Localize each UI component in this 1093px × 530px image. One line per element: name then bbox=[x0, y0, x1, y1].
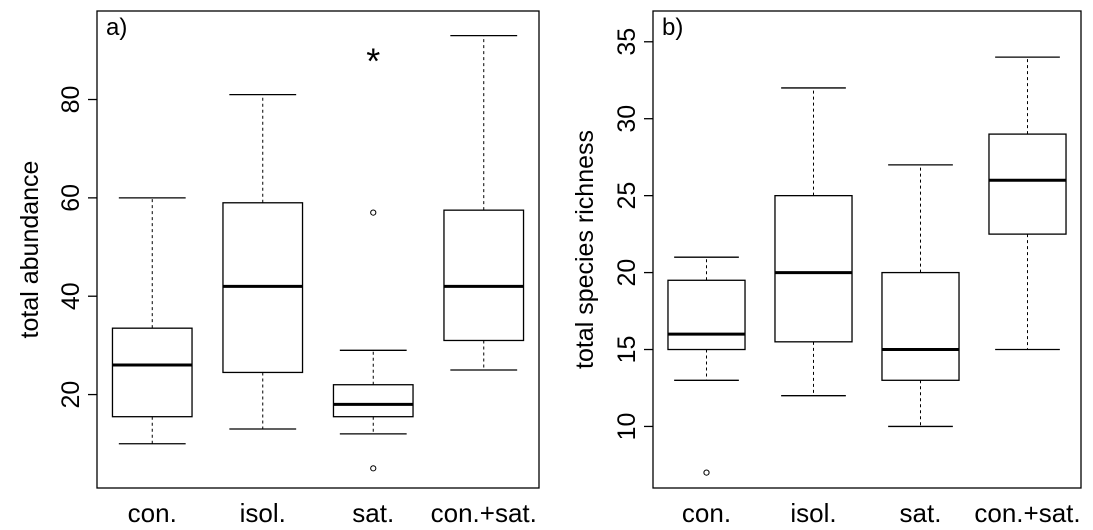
panel-b: 10 15 20 25 30 35 total species richness b) con.… bbox=[571, 10, 1082, 528]
iqr-box bbox=[774, 194, 853, 343]
plot-frame bbox=[652, 10, 1082, 489]
y-tick-label: 10 bbox=[613, 413, 641, 441]
box-2 bbox=[774, 87, 853, 397]
y-tick-label: 25 bbox=[613, 182, 641, 210]
box-3 bbox=[881, 164, 960, 428]
x-category-label: con. bbox=[682, 498, 731, 528]
y-tick-label: 60 bbox=[57, 184, 85, 212]
outlier-point bbox=[370, 209, 377, 216]
iqr-box bbox=[332, 384, 414, 418]
panel-a: 20 40 60 80 total abundance a) con. isol. sat. co… bbox=[16, 10, 540, 528]
iqr-box bbox=[667, 279, 746, 351]
box-2 bbox=[222, 93, 304, 430]
x-category-label: sat. bbox=[900, 498, 942, 528]
y-tick-label: 20 bbox=[613, 259, 641, 287]
y-tick-label: 40 bbox=[57, 282, 85, 310]
x-category-label: con.+sat. bbox=[431, 498, 537, 528]
x-category-label: isol. bbox=[790, 498, 836, 528]
x-category-label: con.+sat. bbox=[974, 498, 1080, 528]
box-4 bbox=[988, 56, 1067, 351]
y-tick-label: 35 bbox=[613, 28, 641, 56]
y-axis-title: total abundance bbox=[16, 161, 44, 339]
box-4 bbox=[443, 34, 525, 371]
panel-label: a) bbox=[106, 14, 127, 41]
y-tick-label: 15 bbox=[613, 336, 641, 364]
significance-marker: * bbox=[366, 40, 380, 81]
x-category-label: sat. bbox=[352, 498, 394, 528]
iqr-box bbox=[881, 271, 960, 381]
plot-frame bbox=[96, 10, 540, 489]
y-tick-label: 30 bbox=[613, 105, 641, 133]
y-tick-label: 20 bbox=[57, 381, 85, 409]
box-1 bbox=[111, 197, 193, 445]
iqr-box bbox=[111, 327, 193, 418]
outlier-point bbox=[370, 465, 377, 472]
box-3 bbox=[332, 209, 414, 472]
box-1 bbox=[667, 256, 746, 476]
iqr-box bbox=[988, 133, 1067, 235]
outlier-point bbox=[703, 469, 710, 476]
x-category-label: con. bbox=[128, 498, 177, 528]
panel-label: b) bbox=[662, 14, 683, 41]
iqr-box bbox=[443, 209, 525, 342]
x-category-label: isol. bbox=[240, 498, 286, 528]
y-tick-label: 80 bbox=[57, 86, 85, 114]
y-axis-title: total species richness bbox=[571, 130, 599, 369]
